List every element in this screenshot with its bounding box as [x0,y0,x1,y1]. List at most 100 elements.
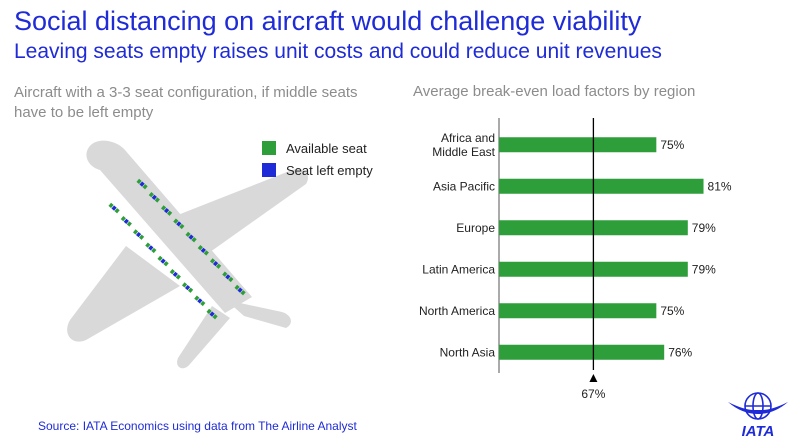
available-seat [185,231,191,238]
value-label: 76% [668,345,692,359]
available-seat [169,269,175,275]
seat-block [185,231,197,243]
available-seat [120,216,126,222]
category-label: Africa and Middle East [432,131,495,159]
seat-block [108,202,120,214]
seat-map [108,178,246,320]
seat-block [206,308,218,320]
available-seat [191,237,197,243]
bar [499,137,657,153]
category-label: Latin America [422,262,495,276]
seat-block [160,205,173,216]
available-seat [136,178,142,185]
empty-seat [163,207,170,214]
available-seat [228,276,234,283]
seat-block [145,242,157,254]
bar [499,344,665,360]
available-seat [206,308,212,315]
available-seat [151,247,157,254]
available-seat [197,245,203,251]
seat-block [157,255,169,267]
available-seat [126,221,132,227]
available-seat [209,258,216,264]
seat-block [169,269,181,280]
available-seat [114,208,120,214]
available-seat [212,314,218,320]
empty-seat [197,298,203,304]
available-seat [148,192,154,198]
available-seat [145,242,151,248]
available-seat [142,184,148,190]
available-seat [215,263,222,269]
iata-logo: IATA [728,392,788,440]
seat-block [209,258,222,269]
available-seat [240,290,246,296]
empty-seat [123,218,129,224]
category-label: Asia Pacific [433,179,495,193]
seat-block [234,284,246,296]
chart-subtitle: Leaving seats empty raises unit costs an… [14,40,662,63]
empty-seat [139,181,145,187]
available-seat [132,229,139,235]
empty-seat [111,205,117,211]
seat-block [132,229,145,240]
available-seat [200,300,206,307]
empty-seat [148,245,154,251]
empty-seat [176,221,182,227]
empty-seat [135,231,142,238]
category-label: Europe [456,221,495,235]
iata-logo-text: IATA [742,423,775,440]
available-seat [160,205,167,211]
seat-block [222,271,234,283]
chart-title: Social distancing on aircraft would chal… [14,6,642,36]
seat-block [194,295,206,307]
bar [499,303,657,319]
empty-seat [184,284,191,291]
empty-seat [237,287,243,293]
available-seat [234,284,240,291]
reference-label: 67% [581,387,605,401]
seat-block [173,218,185,230]
seat-block [120,216,132,227]
empty-seat [200,247,206,253]
empty-seat [172,271,178,277]
aircraft-caption: Aircraft with a 3-3 seat configuration, … [14,84,358,121]
available-seat [181,282,188,288]
available-seat [163,261,169,267]
category-label: North America [419,304,495,318]
available-seat [154,197,160,203]
value-label: 75% [660,138,684,152]
available-seat [203,250,209,256]
available-seat [173,218,179,224]
empty-seat [188,234,194,240]
empty-seat [151,194,157,200]
value-label: 79% [692,262,716,276]
available-seat [108,202,114,209]
empty-seat [212,260,219,267]
bar [499,178,704,194]
value-label: 75% [660,304,684,318]
seat-block [197,245,209,256]
empty-seat-swatch [262,163,276,177]
available-seat-swatch [262,141,276,155]
legend-label-available: Available seat [286,140,367,156]
source-note: Source: IATA Economics using data from T… [38,419,357,433]
available-seat [187,287,194,293]
break-even-bar-chart: 75% Africa and Middle East 81% Asia Pacific 7… [419,118,732,401]
legend-item-available: Available seat [262,137,373,159]
aircraft-silhouette [67,140,309,369]
empty-seat [209,311,215,317]
seat-legend: Available seat Seat left empty [262,137,373,181]
available-seat [179,223,185,230]
category-label: North Asia [440,345,496,359]
empty-seat [160,258,166,264]
available-seat [166,210,173,216]
seat-block [148,192,160,203]
available-seat [175,274,181,280]
value-label: 79% [692,221,716,235]
available-seat [157,255,163,262]
seat-block [181,282,194,293]
seat-block [136,178,148,190]
empty-seat [225,274,231,280]
